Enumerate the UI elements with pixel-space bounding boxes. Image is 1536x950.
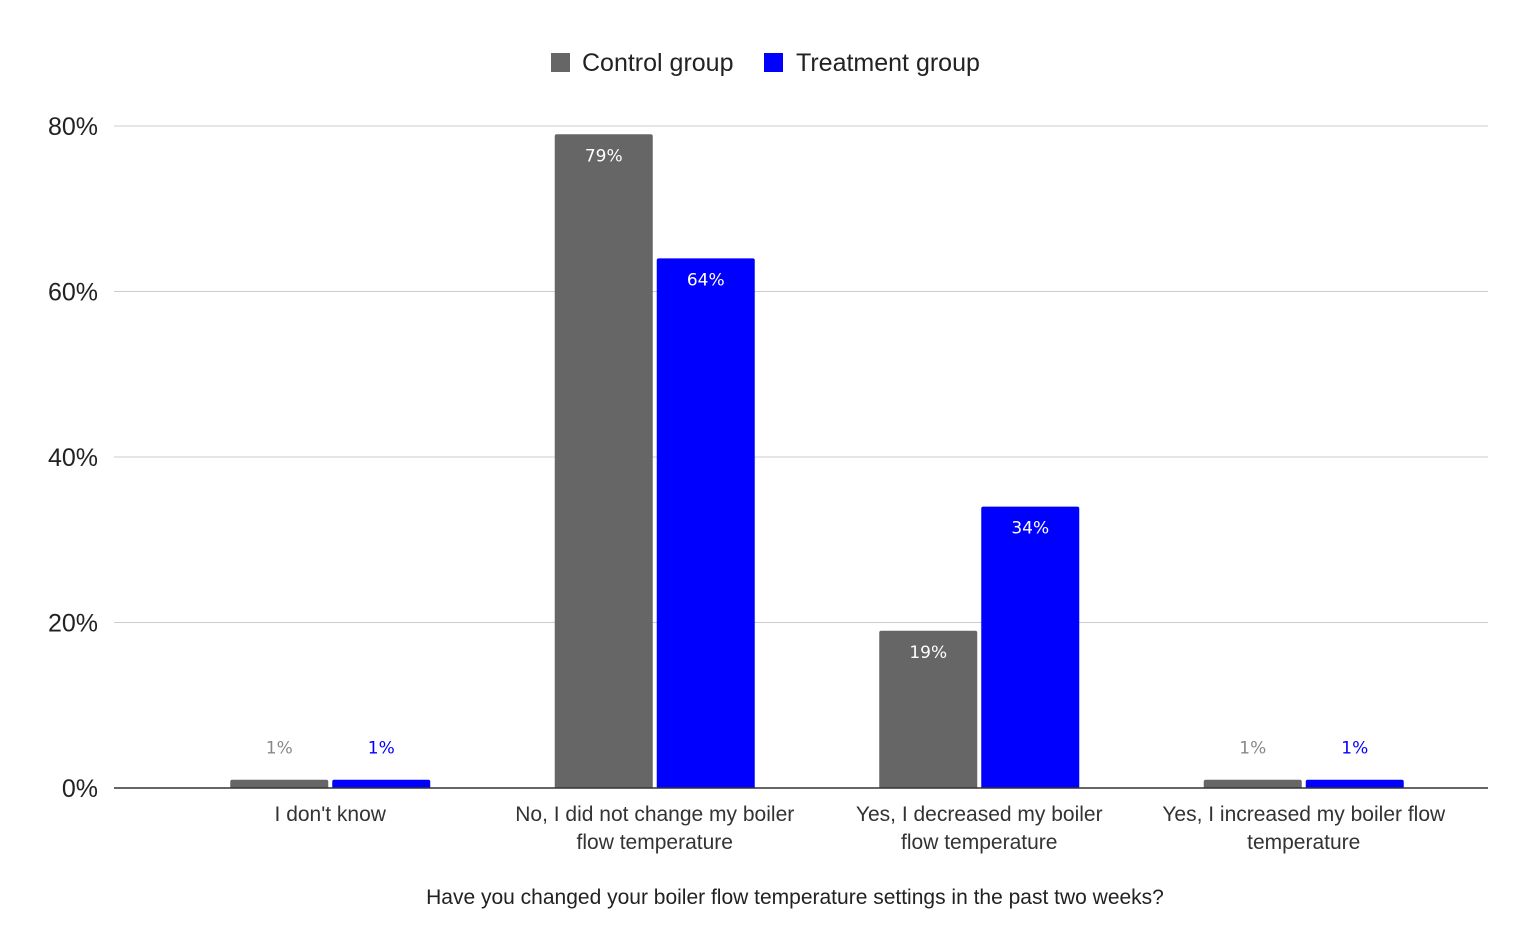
legend-label-0: Control group [582,49,733,77]
y-tick-label: 80% [48,113,98,141]
bar-control-3 [1203,779,1302,788]
bar-control-2 [879,630,978,788]
bars [230,134,1404,788]
bar-treatment-2 [981,506,1080,788]
data-label: 1% [1341,739,1368,759]
x-tick-label: No, I did not change my boiler flow tempe… [515,803,794,854]
data-label: 1% [266,739,293,759]
x-tick-label: Yes, I increased my boiler flow temperatu… [1162,803,1446,854]
y-axis-ticks: 0% 20% 40% 60% 80% [48,113,98,803]
x-axis-title: Have you changed your boiler flow temper… [426,886,1164,909]
legend-label-1: Treatment group [796,49,980,77]
data-label: 19% [909,643,947,663]
bar-treatment-3 [1305,779,1404,788]
data-label: 64% [687,270,725,290]
legend-swatch-1 [764,53,783,72]
legend: Control group Treatment group [551,49,980,77]
data-label: 1% [368,739,395,759]
x-tick-label: Yes, I decreased my boiler flow temperatu… [856,803,1103,854]
bar-treatment-0 [332,779,431,788]
legend-swatch-0 [551,53,570,72]
y-tick-label: 60% [48,279,98,307]
x-tick-label: I don't know [275,803,387,826]
data-label: 1% [1239,739,1266,759]
y-tick-label: 20% [48,610,98,638]
data-label: 79% [585,146,623,166]
y-tick-label: 40% [48,444,98,472]
bar-control-0 [230,779,329,788]
x-axis-ticks: I don't know No, I did not change my boil… [275,803,1446,854]
gridlines [114,125,1488,623]
data-label: 34% [1011,519,1049,539]
y-tick-label: 0% [62,775,98,803]
data-labels: 1% 1% 79% 64% 19% 34% 1% 1% [266,146,1368,758]
bar-treatment-1 [656,258,755,788]
bar-control-1 [554,134,653,788]
